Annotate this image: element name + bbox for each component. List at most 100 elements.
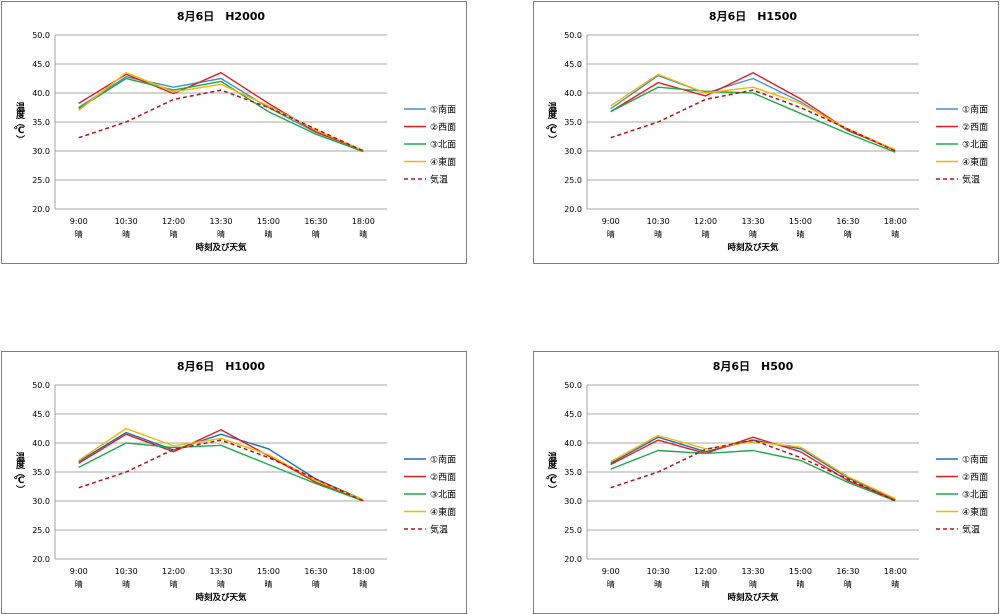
chart-title: 8月6日 H1500: [709, 10, 797, 23]
y-tick-label: 25.0: [564, 176, 582, 185]
weather-label: 晴: [75, 579, 83, 589]
x-tick-label: 12:00: [162, 217, 185, 226]
x-tick-label: 18:00: [352, 217, 375, 226]
legend-label: 気温: [430, 174, 448, 186]
chart-panel-h1500: 8月6日 H1500 20.0 25.0 30.0 35.0 40.0 45.0 50.0 9:…: [533, 1, 999, 264]
y-tick-label: 35.0: [32, 468, 50, 477]
weather-label: 晴: [891, 579, 899, 589]
legend-label: ③北面: [962, 490, 988, 501]
series-line: [78, 71, 364, 152]
y-tick-label: 30.0: [564, 497, 582, 506]
y-tick-label: 45.0: [32, 60, 50, 69]
x-tick-label: 10:30: [647, 217, 670, 226]
weather-label: 晴: [75, 229, 83, 239]
x-axis-label: 時刻及び天気: [195, 592, 247, 603]
legend-label: ①南面: [962, 454, 988, 466]
weather-label: 晴: [359, 229, 367, 239]
y-tick-label: 20.0: [32, 205, 50, 214]
weather-label: 晴: [844, 229, 852, 239]
legend-label: ①南面: [962, 104, 988, 116]
x-tick-label: 12:00: [694, 567, 717, 576]
legend-label: ②西面: [430, 472, 456, 483]
y-tick-label: 50.0: [32, 31, 50, 40]
y-tick-label: 40.0: [32, 439, 50, 448]
y-tick-label: 35.0: [564, 118, 582, 127]
chart-title: 8月6日 H1000: [177, 360, 265, 373]
legend-label: ③北面: [962, 140, 988, 151]
legend-label: ③北面: [430, 140, 456, 151]
y-tick-label: 50.0: [564, 31, 582, 40]
weather-label: 晴: [122, 229, 130, 239]
legend-label: ④東面: [430, 506, 456, 518]
series-line: [78, 77, 364, 153]
x-axis-label: 時刻及び天気: [727, 592, 779, 603]
y-tick-label: 45.0: [564, 410, 582, 419]
legend-label: ①南面: [430, 454, 456, 466]
y-tick-label: 50.0: [564, 381, 582, 390]
x-tick-label: 16:30: [304, 567, 327, 576]
legend-label: ②西面: [962, 472, 988, 483]
y-axis-label: 温度（℃）: [545, 101, 557, 143]
y-tick-label: 30.0: [32, 497, 50, 506]
x-tick-label: 10:30: [115, 217, 138, 226]
legend-label: 気温: [430, 524, 448, 536]
x-tick-label: 9:00: [602, 567, 620, 576]
x-tick-label: 18:00: [884, 567, 907, 576]
y-tick-label: 25.0: [32, 176, 50, 185]
weather-label: 晴: [264, 579, 272, 589]
x-tick-label: 13:30: [741, 567, 764, 576]
x-tick-label: 10:30: [647, 567, 670, 576]
weather-label: 晴: [702, 579, 710, 589]
y-tick-label: 45.0: [32, 410, 50, 419]
weather-label: 晴: [654, 579, 662, 589]
chart-panel-h1000: 8月6日 H1000 20.0 25.0 30.0 35.0 40.0 45.0 50.0 9:…: [1, 351, 467, 614]
weather-label: 晴: [891, 229, 899, 239]
x-tick-label: 16:30: [304, 217, 327, 226]
chart-title: 8月6日 H500: [713, 360, 794, 373]
weather-label: 晴: [749, 229, 757, 239]
y-tick-label: 50.0: [32, 381, 50, 390]
x-axis-label: 時刻及び天気: [195, 242, 247, 253]
weather-label: 晴: [170, 579, 178, 589]
y-tick-label: 35.0: [564, 468, 582, 477]
weather-label: 晴: [844, 579, 852, 589]
x-tick-label: 15:00: [789, 567, 812, 576]
weather-label: 晴: [607, 229, 615, 239]
y-axis-label: 温度（℃）: [13, 451, 25, 493]
weather-label: 晴: [607, 579, 615, 589]
series-line: [78, 442, 364, 502]
legend-label: 気温: [962, 174, 980, 186]
series-line: [78, 71, 364, 152]
weather-label: 晴: [217, 579, 225, 589]
x-tick-label: 15:00: [789, 217, 812, 226]
legend-label: 気温: [962, 524, 980, 536]
weather-label: 晴: [359, 579, 367, 589]
legend-label: ④東面: [962, 506, 988, 518]
legend-label: ③北面: [430, 490, 456, 501]
x-tick-label: 15:00: [257, 217, 280, 226]
x-axis-label: 時刻及び天気: [727, 242, 779, 253]
series-line: [610, 436, 896, 500]
legend-label: ②西面: [962, 122, 988, 133]
weather-label: 晴: [796, 579, 804, 589]
x-tick-label: 13:30: [209, 217, 232, 226]
x-tick-label: 9:00: [70, 217, 88, 226]
legend-label: ②西面: [430, 122, 456, 133]
x-tick-label: 12:00: [694, 217, 717, 226]
series-line: [610, 434, 896, 500]
series-line: [610, 71, 896, 152]
weather-label: 晴: [796, 229, 804, 239]
series-line: [78, 427, 364, 501]
series-line: [610, 449, 896, 502]
y-tick-label: 20.0: [564, 555, 582, 564]
x-tick-label: 10:30: [115, 567, 138, 576]
legend-label: ①南面: [430, 104, 456, 116]
weather-label: 晴: [170, 229, 178, 239]
chart-panel-h2000: 8月6日 H2000 20.0 25.0 30.0 35.0 40.0 45.0 50.0 9:…: [1, 1, 467, 264]
weather-label: 晴: [217, 229, 225, 239]
series-line: [78, 428, 364, 502]
x-tick-label: 18:00: [884, 217, 907, 226]
y-tick-label: 20.0: [564, 205, 582, 214]
series-line: [610, 89, 896, 152]
weather-label: 晴: [312, 229, 320, 239]
